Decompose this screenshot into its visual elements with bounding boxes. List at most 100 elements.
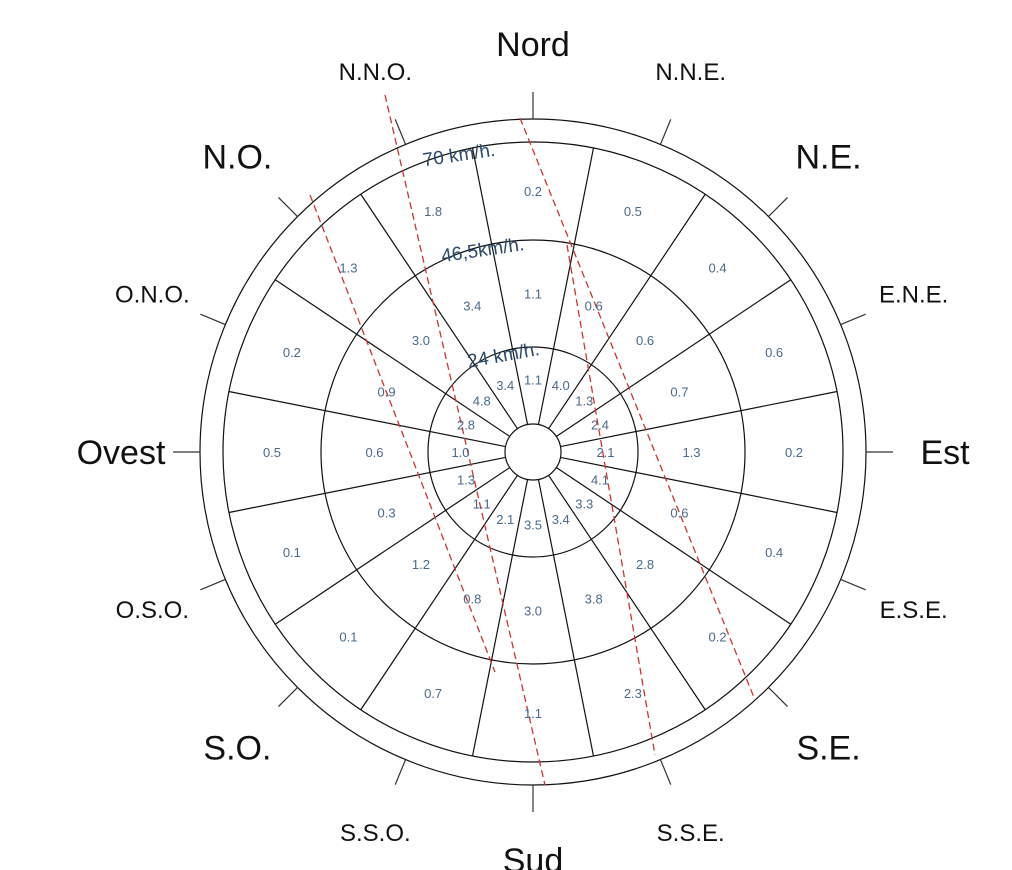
sector-value-label: 1.3 bbox=[682, 445, 700, 460]
sector-value-label: 0.6 bbox=[365, 445, 383, 460]
sector-value-label: 0.4 bbox=[765, 545, 783, 560]
sector-spoke bbox=[548, 193, 706, 430]
sector-value-label: 0.4 bbox=[709, 260, 727, 275]
direction-tick bbox=[840, 578, 866, 591]
sector-value-label: 0.6 bbox=[585, 299, 603, 314]
direction-label: E.N.E. bbox=[879, 282, 948, 309]
ring-circle-3 bbox=[222, 141, 844, 763]
direction-label: E.S.E. bbox=[880, 597, 948, 624]
sector-value-label: 1.8 bbox=[424, 204, 442, 219]
sector-value-label: 3.4 bbox=[552, 512, 570, 527]
direction-label: Sud bbox=[503, 842, 564, 870]
sector-value-label: 2.8 bbox=[636, 557, 654, 572]
sector-value-label: 3.3 bbox=[575, 496, 593, 511]
ring-label-group: 24 km/h. 46,5km/h. 70 km/h. bbox=[421, 140, 541, 373]
sector-value-label: 0.7 bbox=[424, 686, 442, 701]
direction-tick bbox=[394, 759, 407, 785]
sector-value-label: 0.2 bbox=[785, 445, 803, 460]
ring-circle-1 bbox=[427, 346, 639, 558]
direction-label: O.N.O. bbox=[115, 282, 190, 309]
sector-spoke bbox=[471, 147, 529, 425]
tick-group bbox=[173, 92, 893, 812]
sector-value-label: 0.3 bbox=[378, 506, 396, 521]
sector-value-label: 1.3 bbox=[339, 260, 357, 275]
sector-spoke bbox=[228, 456, 506, 514]
direction-label: Nord bbox=[496, 26, 570, 64]
sector-value-label: 4.1 bbox=[591, 473, 609, 488]
sector-value-label: 1.1 bbox=[524, 287, 542, 302]
ring-group bbox=[199, 118, 867, 786]
ring-circle-2 bbox=[320, 239, 746, 665]
sector-spoke bbox=[560, 456, 838, 514]
direction-label: S.E. bbox=[796, 729, 860, 767]
sector-value-label: 0.6 bbox=[670, 506, 688, 521]
sector-value-label: 4.8 bbox=[473, 394, 491, 409]
sector-value-label: 3.4 bbox=[496, 378, 514, 393]
ring-circle-0 bbox=[504, 423, 562, 481]
direction-tick bbox=[394, 119, 407, 145]
direction-tick bbox=[659, 759, 672, 785]
direction-label: S.O. bbox=[203, 729, 271, 767]
direction-tick bbox=[200, 313, 226, 326]
sector-value-label: 0.2 bbox=[709, 630, 727, 645]
sector-spoke bbox=[274, 467, 511, 625]
value-label-group: 1.1 4.0 1.3 2.4 2.1 4.1 3.3 3.4 3.5 2.1 1.1 1.3 1.0 2… bbox=[263, 184, 803, 721]
sector-value-label: 0.5 bbox=[624, 204, 642, 219]
direction-label-group: Nord N.N.E. N.E. E.N.E. Est E.S.E. S.E. S.S.E. S… bbox=[77, 26, 971, 870]
guide-line bbox=[519, 117, 756, 701]
sector-value-label: 3.5 bbox=[524, 518, 542, 533]
sector-value-label: 0.1 bbox=[339, 630, 357, 645]
sector-value-label: 1.0 bbox=[451, 445, 469, 460]
guide-line bbox=[384, 94, 546, 786]
sector-value-label: 1.3 bbox=[575, 394, 593, 409]
sector-spoke bbox=[360, 193, 518, 430]
sector-value-label: 0.8 bbox=[463, 591, 481, 606]
sector-spoke bbox=[537, 479, 595, 757]
direction-tick bbox=[768, 197, 788, 217]
guide-line bbox=[309, 194, 496, 673]
spoke-group bbox=[228, 147, 838, 757]
sector-spoke bbox=[360, 474, 518, 711]
sector-value-label: 0.1 bbox=[283, 545, 301, 560]
direction-tick bbox=[200, 578, 226, 591]
sector-value-label: 1.1 bbox=[524, 373, 542, 388]
direction-label: N.N.E. bbox=[655, 59, 726, 86]
sector-value-label: 2.4 bbox=[591, 417, 609, 432]
sector-spoke bbox=[274, 279, 511, 437]
sector-value-label: 1.2 bbox=[412, 557, 430, 572]
direction-label: S.S.O. bbox=[340, 820, 411, 847]
direction-tick bbox=[840, 313, 866, 326]
sector-value-label: 3.0 bbox=[412, 333, 430, 348]
sector-value-label: 3.0 bbox=[524, 604, 542, 619]
sector-spoke bbox=[537, 147, 595, 425]
direction-label: Est bbox=[920, 434, 970, 472]
sector-value-label: 1.1 bbox=[473, 496, 491, 511]
direction-label: N.O. bbox=[202, 138, 272, 176]
sector-value-label: 0.2 bbox=[524, 184, 542, 199]
direction-tick bbox=[768, 687, 788, 707]
guide-line bbox=[566, 244, 656, 756]
sector-value-label: 0.7 bbox=[670, 384, 688, 399]
sector-spoke bbox=[560, 390, 838, 448]
guide-line-group bbox=[309, 94, 756, 786]
sector-value-label: 2.3 bbox=[624, 686, 642, 701]
sector-value-label: 3.8 bbox=[585, 591, 603, 606]
sector-value-label: 2.8 bbox=[457, 417, 475, 432]
direction-tick bbox=[659, 119, 672, 145]
direction-label: N.N.O. bbox=[339, 59, 412, 86]
ring-speed-label: 24 km/h. bbox=[466, 339, 541, 373]
sector-value-label: 1.3 bbox=[457, 473, 475, 488]
direction-label: O.S.O. bbox=[116, 597, 189, 624]
sector-value-label: 0.2 bbox=[283, 345, 301, 360]
sector-value-label: 0.5 bbox=[263, 445, 281, 460]
direction-tick bbox=[278, 197, 298, 217]
direction-tick bbox=[278, 687, 298, 707]
sector-value-label: 2.1 bbox=[496, 512, 514, 527]
sector-value-label: 2.1 bbox=[596, 445, 614, 460]
sector-value-label: 0.6 bbox=[765, 345, 783, 360]
sector-value-label: 1.1 bbox=[524, 706, 542, 721]
ring-circle-4 bbox=[199, 118, 867, 786]
sector-value-label: 0.9 bbox=[378, 384, 396, 399]
sector-spoke bbox=[555, 467, 792, 625]
